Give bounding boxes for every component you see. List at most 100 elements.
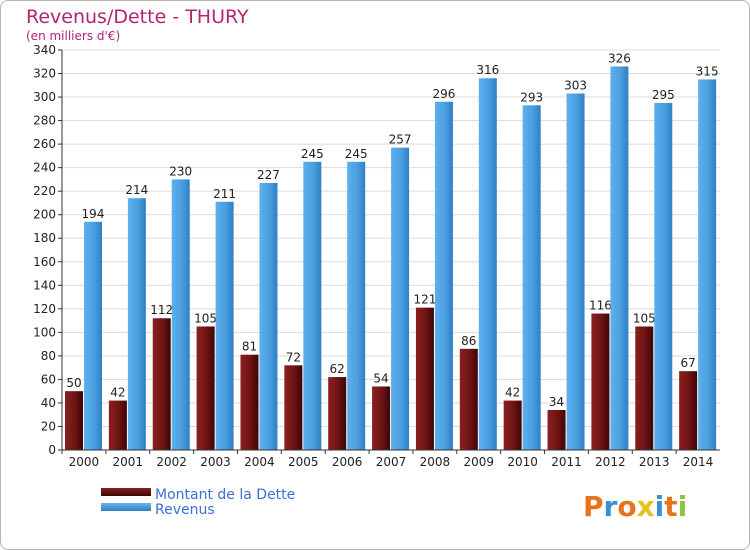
y-tick-label: 180 [33, 231, 56, 245]
y-tick-label: 80 [41, 349, 56, 363]
bar-revenus [347, 161, 366, 450]
bar-value-label: 81 [242, 340, 257, 354]
y-tick-label: 300 [33, 90, 56, 104]
y-tick-label: 340 [33, 43, 56, 57]
x-tick-label: 2000 [69, 455, 100, 469]
bar-value-label: 295 [652, 88, 675, 102]
bar-value-label: 105 [194, 311, 217, 325]
x-tick-label: 2013 [639, 455, 670, 469]
bar-revenus [303, 161, 322, 450]
y-tick-label: 240 [33, 161, 56, 175]
chart-subtitle: (en milliers d'€) [26, 29, 120, 43]
logo-letter: r [604, 490, 618, 523]
bar-value-label: 62 [330, 362, 345, 376]
x-tick-label: 2001 [113, 455, 144, 469]
bar-dette [284, 365, 303, 450]
bar-revenus [434, 101, 453, 450]
bar-value-label: 214 [125, 183, 148, 197]
bar-value-label: 245 [345, 147, 368, 161]
x-tick-label: 2009 [463, 455, 494, 469]
logo-letter: t [664, 490, 677, 523]
bar-value-label: 50 [66, 376, 81, 390]
y-tick-label: 120 [33, 302, 56, 316]
bar-dette [415, 307, 434, 450]
bar-value-label: 326 [608, 51, 631, 65]
bar-value-label: 257 [389, 133, 412, 147]
bar-dette [679, 371, 698, 450]
x-tick-label: 2011 [551, 455, 582, 469]
bar-value-label: 296 [432, 87, 455, 101]
logo-letter: i [655, 490, 665, 523]
y-tick-label: 320 [33, 67, 56, 81]
y-tick-label: 60 [41, 372, 56, 386]
bar-value-label: 303 [564, 79, 587, 93]
bar-dette [328, 377, 347, 450]
bar-value-label: 42 [110, 386, 125, 400]
x-axis-ticks: 2000 2001 2002 2003 2004 2005 2006 2007 2008 2009… [61, 450, 713, 469]
bar-value-label: 54 [373, 371, 388, 385]
bar-value-label: 42 [505, 386, 520, 400]
legend-swatch-dette [101, 488, 151, 496]
bar-value-label: 316 [476, 63, 499, 77]
y-tick-label: 280 [33, 114, 56, 128]
bar-revenus [566, 93, 585, 450]
bar-revenus [259, 182, 278, 451]
bar-dette [108, 400, 127, 450]
bar-revenus [84, 221, 102, 450]
x-tick-label: 2010 [507, 455, 538, 469]
x-tick-label: 2003 [200, 455, 231, 469]
grid-lines [62, 49, 720, 427]
bar-value-label: 105 [633, 311, 656, 325]
x-tick-label: 2008 [420, 455, 451, 469]
bar-revenus [127, 198, 146, 450]
bar-value-label: 86 [461, 334, 476, 348]
bar-value-label: 293 [520, 90, 543, 104]
chart-title: Revenus/Dette - THURY [26, 6, 249, 28]
logo-letter: x [637, 490, 655, 523]
bar-value-label: 116 [589, 299, 612, 313]
bar-value-label: 315 [696, 64, 719, 78]
bar-value-label: 34 [549, 395, 564, 409]
logo-letter: o [617, 490, 636, 523]
bar-dette [591, 313, 610, 450]
y-tick-label: 160 [33, 255, 56, 269]
logo-letter: i [678, 490, 688, 523]
bar-revenus [391, 147, 410, 450]
bars: 50 194 42 214 112 230 105 211 81 227 72 245 62 245 54 2… [65, 51, 719, 451]
bar-revenus [171, 179, 190, 451]
bar-value-label: 227 [257, 168, 280, 182]
bar-dette [65, 391, 83, 450]
y-axis-ticks: 0 20 40 60 80 100 120 140 160 180 200 220 240 260 280 3… [33, 43, 62, 457]
bar-revenus [478, 78, 497, 450]
legend-swatch-revenus [101, 503, 151, 511]
bar-dette [547, 410, 566, 450]
x-tick-label: 2012 [595, 455, 626, 469]
bar-dette [372, 386, 391, 450]
logo-letter: P [583, 490, 604, 523]
y-tick-label: 40 [41, 396, 56, 410]
legend-label-dette: Montant de la Dette [155, 487, 295, 503]
bar-value-label: 211 [213, 187, 236, 201]
bar-dette [635, 326, 654, 450]
bar-revenus [654, 102, 673, 451]
legend: Montant de la Dette Revenus [101, 487, 295, 518]
legend-label-revenus: Revenus [155, 502, 215, 518]
bar-dette [152, 318, 171, 450]
x-tick-label: 2007 [376, 455, 407, 469]
bar-revenus [215, 201, 234, 450]
bar-value-label: 245 [301, 147, 324, 161]
bar-dette [240, 354, 259, 450]
bar-value-label: 230 [169, 164, 192, 178]
bar-dette [196, 326, 215, 450]
bar-value-label: 72 [286, 350, 301, 364]
bar-revenus [610, 66, 629, 451]
x-tick-label: 2005 [288, 455, 319, 469]
y-tick-label: 140 [33, 278, 56, 292]
y-tick-label: 200 [33, 208, 56, 222]
bar-value-label: 67 [680, 356, 695, 370]
bar-dette [459, 348, 478, 450]
bar-value-label: 121 [413, 293, 436, 307]
bar-revenus [698, 79, 717, 450]
y-tick-label: 260 [33, 137, 56, 151]
